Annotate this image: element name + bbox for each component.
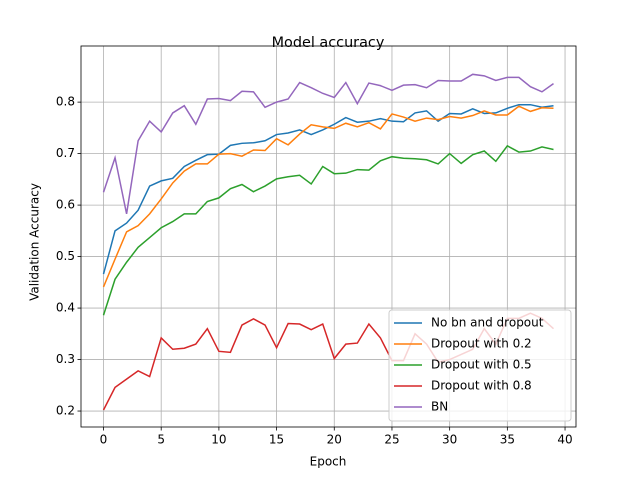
x-tick-label: 20 (327, 433, 342, 447)
x-tick-label: 5 (157, 433, 165, 447)
legend-label: No bn and dropout (431, 316, 544, 330)
x-tick-label: 40 (557, 433, 572, 447)
legend-label: Dropout with 0.2 (431, 337, 532, 351)
legend-label: Dropout with 0.5 (431, 358, 532, 372)
y-tick-label: 0.4 (56, 301, 75, 315)
x-tick-label: 15 (269, 433, 284, 447)
y-tick-label: 0.8 (56, 95, 75, 109)
x-tick-label: 25 (384, 433, 399, 447)
chart-title: Model accuracy (272, 35, 385, 51)
y-tick-label: 0.6 (56, 198, 75, 212)
y-tick-label: 0.2 (56, 404, 75, 418)
legend: No bn and dropout Dropout with 0.2 Dropout… (388, 309, 572, 422)
y-tick-label: 0.7 (56, 146, 75, 160)
legend-label: Dropout with 0.8 (431, 379, 532, 393)
x-tick-label: 0 (100, 433, 108, 447)
series-line (102, 73, 554, 215)
x-tick-label: 30 (442, 433, 457, 447)
x-tick-label: 10 (211, 433, 226, 447)
y-tick-label: 0.5 (56, 249, 75, 263)
series-line (102, 105, 554, 288)
y-axis-label: Validation Accuracy (28, 183, 42, 301)
y-tick-label: 0.3 (56, 352, 75, 366)
x-axis-label: Epoch (310, 455, 347, 469)
plot-frame (80, 45, 577, 428)
series-line (102, 103, 554, 275)
legend-box (388, 309, 572, 422)
x-tick-label: 35 (500, 433, 515, 447)
legend-label: BN (431, 400, 448, 414)
series-line (102, 144, 554, 316)
